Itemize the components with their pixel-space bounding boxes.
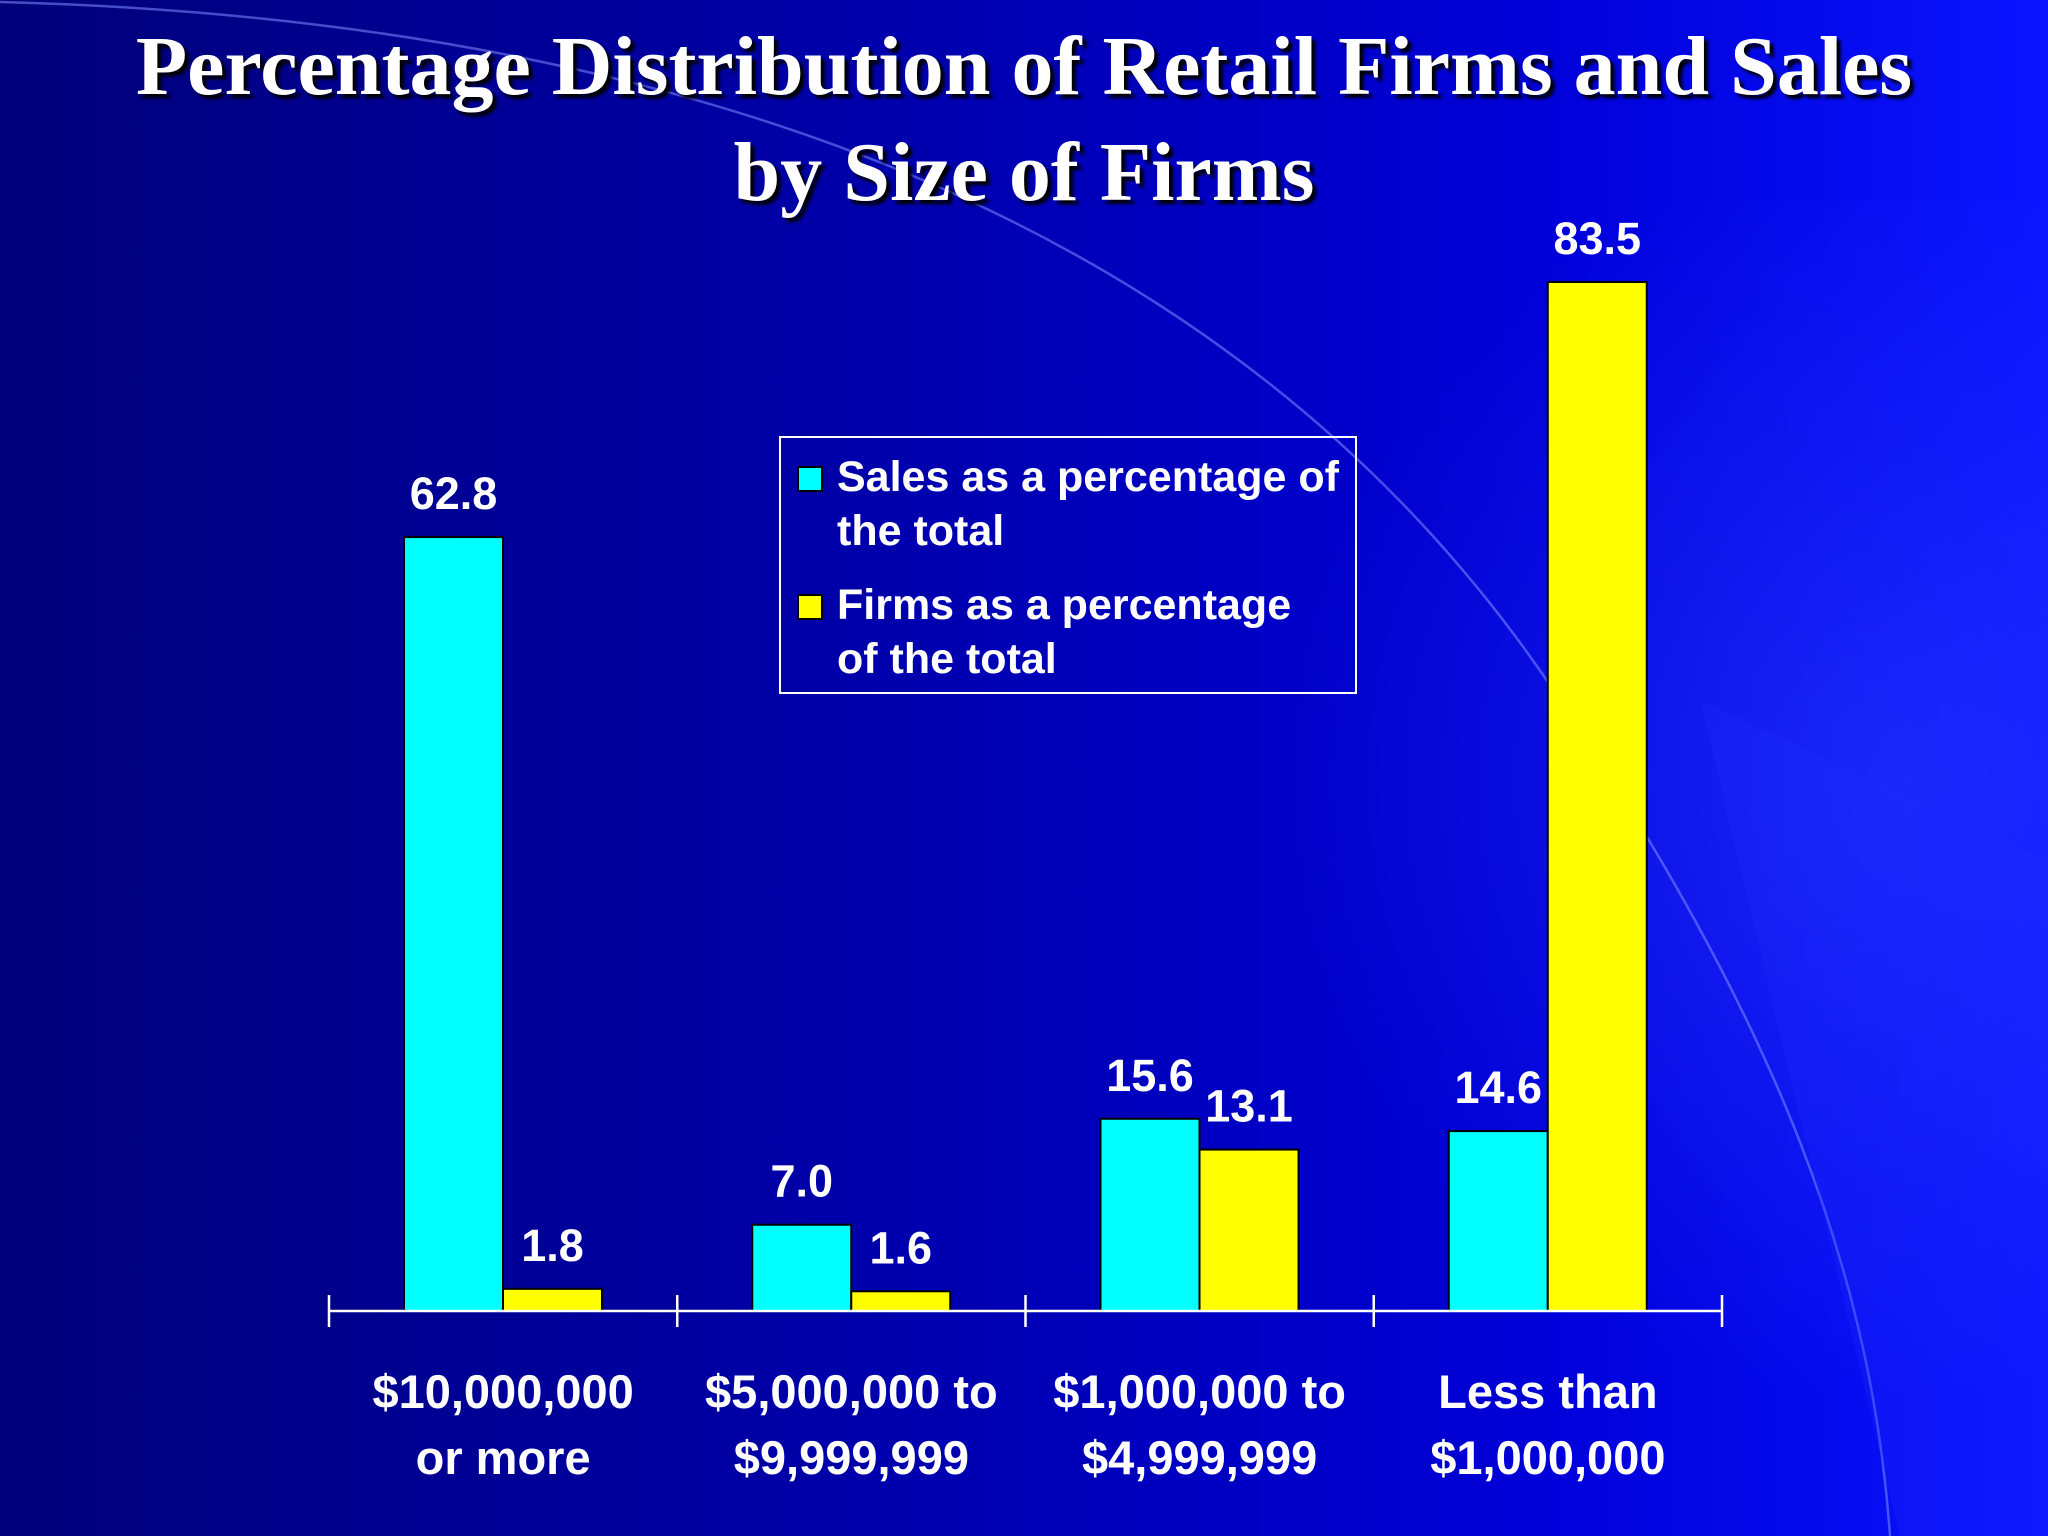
data-label-sales-1: 62.8 bbox=[410, 468, 498, 519]
x-tick-label-1-line-1: $10,000,000 bbox=[372, 1365, 633, 1418]
background-band bbox=[1700, 700, 2048, 1536]
bar-sales-3 bbox=[1099, 1117, 1201, 1313]
bar-sales-1 bbox=[403, 536, 504, 1312]
x-tick-label-1-line-2: or more bbox=[416, 1431, 591, 1484]
legend-label-sales-line-1: Sales as a percentage of bbox=[837, 453, 1339, 501]
background-arc bbox=[0, 0, 1892, 1536]
chart-title: Percentage Distribution of Retail Firms … bbox=[0, 14, 2048, 226]
bar-sales-2 bbox=[751, 1223, 853, 1313]
bar-sales-4 bbox=[1447, 1130, 1549, 1313]
legend-swatch-sales bbox=[797, 466, 823, 492]
legend: Sales as a percentage of the total Firms… bbox=[779, 436, 1357, 694]
data-label-firms-4: 83.5 bbox=[1553, 213, 1641, 264]
data-label-firms-1: 1.8 bbox=[521, 1220, 584, 1271]
x-tick-label-4-line-1: Less than bbox=[1438, 1365, 1657, 1418]
legend-label-firms-line-1: Firms as a percentage bbox=[837, 581, 1292, 629]
x-tick-label-3-line-1: $1,000,000 to bbox=[1053, 1365, 1346, 1418]
x-tick-label-2-line-2: $9,999,999 bbox=[734, 1431, 969, 1484]
x-tick-label-2-line-1: $5,000,000 to bbox=[705, 1365, 998, 1418]
bar-firms-1 bbox=[502, 1287, 603, 1313]
data-label-sales-3: 15.6 bbox=[1106, 1050, 1194, 1101]
bar-firms-2 bbox=[850, 1290, 952, 1312]
legend-swatch-firms bbox=[797, 594, 823, 620]
chart-title-line-2: by Size of Firms bbox=[733, 126, 1315, 219]
x-tick-label-4-line-2: $1,000,000 bbox=[1430, 1431, 1665, 1484]
data-label-firms-2: 1.6 bbox=[869, 1222, 932, 1273]
x-tick-label-3-line-2: $4,999,999 bbox=[1082, 1431, 1317, 1484]
legend-label-sales-line-2: the total bbox=[837, 507, 1005, 555]
legend-label-sales: Sales as a percentage of the total bbox=[837, 450, 1357, 558]
data-label-sales-4: 14.6 bbox=[1454, 1062, 1542, 1113]
bar-firms-3 bbox=[1198, 1148, 1300, 1313]
bar-firms-4 bbox=[1546, 281, 1648, 1312]
legend-label-firms: Firms as a percentage of the total bbox=[837, 578, 1357, 686]
plot-area: 62.8 7.0 15.6 14.6 1.8 1.6 13.1 83.5 $10,000,000… bbox=[327, 213, 1724, 1484]
chart-title-line-1: Percentage Distribution of Retail Firms … bbox=[135, 20, 1913, 113]
data-label-sales-2: 7.0 bbox=[770, 1156, 833, 1207]
legend-label-firms-line-2: of the total bbox=[837, 635, 1057, 683]
data-label-firms-3: 13.1 bbox=[1205, 1081, 1293, 1132]
